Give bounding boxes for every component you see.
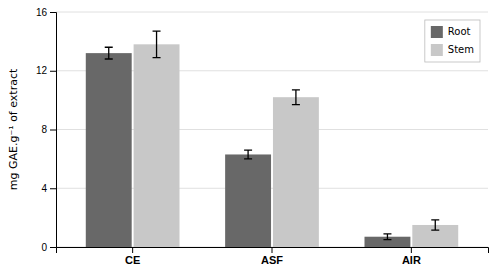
legend-frame — [425, 20, 480, 62]
error-bar — [383, 234, 391, 240]
bar — [273, 97, 319, 247]
legend-label: Root — [448, 26, 471, 37]
bar — [225, 154, 271, 247]
tick-label: ASF — [261, 254, 283, 266]
tick-mark — [50, 188, 56, 189]
grid-line — [56, 12, 488, 13]
tick: 0 — [41, 242, 56, 253]
chart: CE ASF AIR 0 4 8 12 16 Root Stem mg GAE.g⁻¹ of ext… — [0, 0, 500, 277]
plot: CE ASF AIR 0 4 8 12 16 Root Stem — [36, 7, 489, 266]
tick-mark — [411, 247, 412, 253]
tick: AIR — [402, 247, 421, 266]
y-label: mg GAE.g⁻¹ of extract — [7, 68, 20, 190]
tick: 12 — [36, 65, 56, 76]
legend-swatch — [431, 44, 443, 56]
legend: Root Stem — [425, 20, 480, 62]
tick-mark — [50, 130, 56, 131]
error-bar — [244, 150, 252, 159]
legend-swatch — [431, 26, 443, 38]
axis-line — [57, 248, 489, 254]
error-bar — [292, 90, 300, 105]
tick-label: CE — [125, 254, 140, 266]
tick-label: 16 — [36, 7, 48, 18]
legend-item: Stem — [431, 44, 474, 56]
tick-mark — [50, 247, 56, 248]
error-bar — [153, 31, 161, 57]
x-axis: CE ASF AIR — [57, 247, 489, 266]
tick: CE — [125, 247, 140, 266]
tick: 16 — [36, 7, 56, 18]
tick-label: AIR — [402, 254, 421, 266]
tick-label: 12 — [36, 65, 48, 76]
marks — [86, 31, 458, 247]
tick-mark — [272, 247, 273, 253]
legend-item: Root — [431, 26, 471, 38]
error-bar — [105, 47, 113, 59]
error-bar — [431, 220, 439, 230]
tick-mark — [132, 247, 133, 253]
tick: ASF — [261, 247, 283, 266]
tick-label: 8 — [41, 124, 47, 135]
tick: 8 — [41, 124, 56, 135]
tick-mark — [50, 12, 56, 13]
grid — [56, 12, 488, 247]
legend-label: Stem — [448, 44, 474, 55]
tick: 4 — [41, 183, 56, 194]
bar — [134, 44, 180, 247]
tick-label: 0 — [41, 242, 47, 253]
bar — [86, 53, 132, 247]
tick-mark — [50, 71, 56, 72]
axis-line — [50, 13, 57, 248]
series — [134, 31, 459, 247]
tick-label: 4 — [41, 183, 47, 194]
y-axis: 0 4 8 12 16 — [36, 7, 57, 253]
